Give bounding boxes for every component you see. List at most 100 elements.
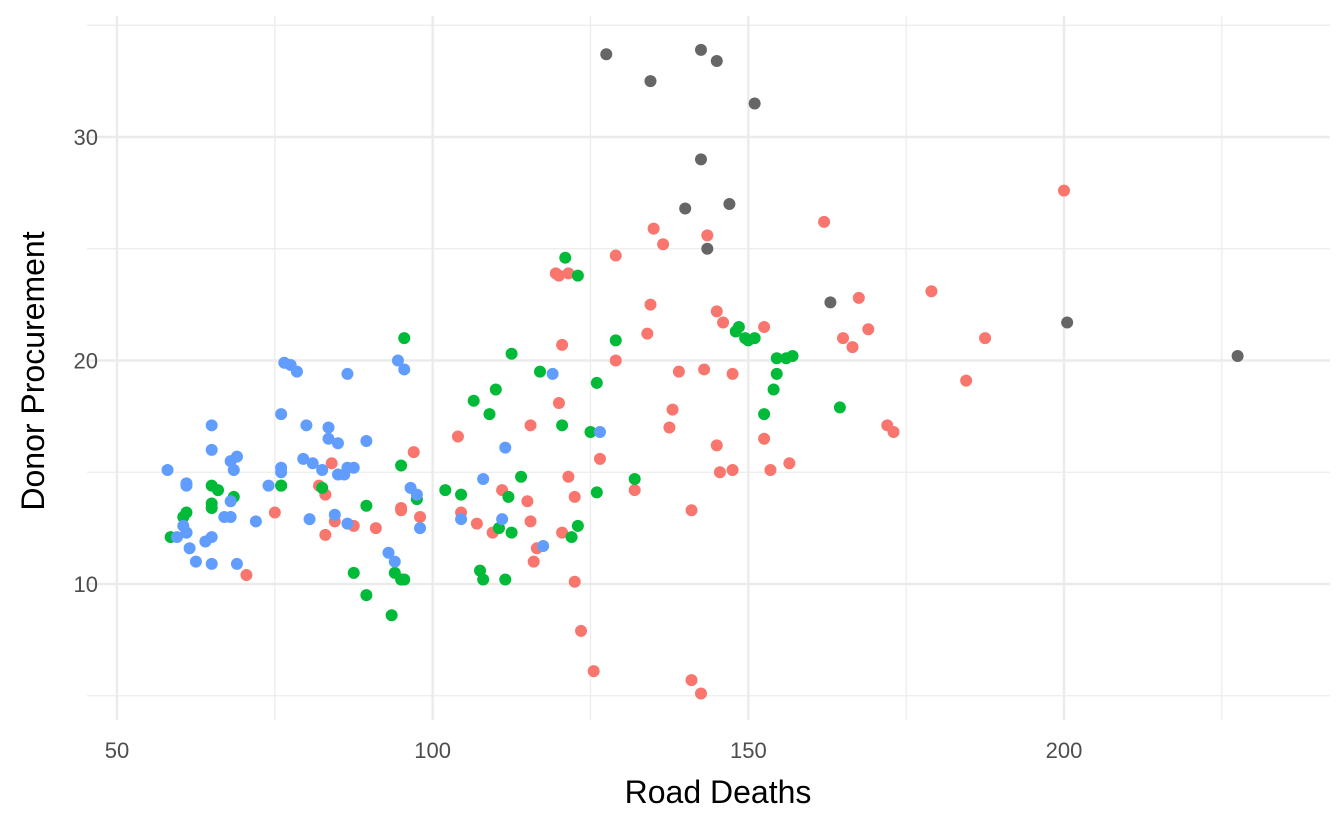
data-point xyxy=(391,354,404,367)
data-point xyxy=(887,426,900,439)
data-point xyxy=(546,367,559,380)
data-point xyxy=(701,229,714,242)
x-tick-label: 50 xyxy=(105,738,129,763)
data-point xyxy=(262,479,275,492)
data-point xyxy=(833,401,846,414)
data-point xyxy=(515,470,528,483)
data-point xyxy=(666,403,679,416)
data-point xyxy=(710,439,723,452)
data-point xyxy=(758,408,771,421)
data-point xyxy=(723,198,736,211)
data-point xyxy=(786,350,799,363)
data-point xyxy=(395,459,408,472)
data-point xyxy=(180,526,193,539)
data-point xyxy=(565,531,578,544)
data-point xyxy=(414,510,427,523)
data-point xyxy=(783,457,796,470)
data-point xyxy=(726,367,739,380)
x-axis-title: Road Deaths xyxy=(625,774,812,810)
data-point xyxy=(641,327,654,340)
data-point xyxy=(347,566,360,579)
data-point xyxy=(758,432,771,445)
data-point xyxy=(398,573,411,586)
data-point xyxy=(240,569,253,582)
data-point xyxy=(593,426,606,439)
data-point xyxy=(764,464,777,477)
data-point xyxy=(322,432,335,445)
data-point xyxy=(748,332,761,345)
data-point xyxy=(455,488,468,501)
data-point xyxy=(846,341,859,354)
data-point xyxy=(328,508,341,521)
data-point xyxy=(205,419,218,432)
data-point xyxy=(224,495,237,508)
x-tick-label: 200 xyxy=(1046,738,1083,763)
data-point xyxy=(575,624,588,637)
data-point xyxy=(568,490,581,503)
data-point xyxy=(767,383,780,396)
data-point xyxy=(979,332,992,345)
data-point xyxy=(556,526,569,539)
data-point xyxy=(410,488,423,501)
data-point xyxy=(499,441,512,454)
y-tick-label: 10 xyxy=(74,572,98,597)
data-point xyxy=(297,452,310,465)
data-point xyxy=(398,363,411,376)
data-point xyxy=(369,522,382,535)
y-axis-title: Donor Procurement xyxy=(15,231,51,510)
data-point xyxy=(268,506,281,519)
data-point xyxy=(341,517,354,530)
data-point xyxy=(230,557,243,570)
data-point xyxy=(657,238,670,251)
data-point xyxy=(628,484,641,497)
x-tick-label: 100 xyxy=(414,738,451,763)
data-point xyxy=(319,528,332,541)
y-axis-tick-labels: 10 20 30 xyxy=(74,125,98,597)
data-point xyxy=(672,365,685,378)
data-point xyxy=(732,320,745,333)
data-point xyxy=(710,305,723,318)
data-point xyxy=(180,479,193,492)
data-point xyxy=(758,320,771,333)
data-point xyxy=(395,504,408,517)
data-point xyxy=(1058,184,1070,197)
data-point xyxy=(300,419,313,432)
data-point xyxy=(524,515,537,528)
data-point xyxy=(385,609,398,622)
data-point xyxy=(470,517,483,530)
data-point xyxy=(837,332,850,345)
data-point xyxy=(533,365,546,378)
data-point xyxy=(347,461,360,474)
data-point xyxy=(694,43,707,56)
data-point xyxy=(455,513,468,526)
data-point xyxy=(205,557,218,570)
data-point xyxy=(382,546,395,559)
data-point xyxy=(685,504,698,517)
data-point xyxy=(451,430,464,443)
data-point xyxy=(726,464,739,477)
data-point xyxy=(524,419,537,432)
y-tick-label: 20 xyxy=(74,349,98,374)
data-point xyxy=(439,484,452,497)
data-point xyxy=(713,466,726,479)
data-point xyxy=(710,55,723,68)
data-point xyxy=(161,464,174,477)
data-point xyxy=(698,363,711,376)
data-point xyxy=(505,526,518,539)
data-point xyxy=(852,291,865,304)
data-point xyxy=(496,513,509,526)
data-point xyxy=(521,495,534,508)
data-point xyxy=(227,464,240,477)
data-point xyxy=(824,296,837,309)
data-point xyxy=(316,481,329,494)
data-point xyxy=(499,573,512,586)
data-point xyxy=(590,486,603,499)
data-point xyxy=(527,555,540,568)
data-point xyxy=(189,555,202,568)
data-point xyxy=(584,426,597,439)
data-point xyxy=(303,513,316,526)
data-point xyxy=(609,354,622,367)
data-point xyxy=(388,555,401,568)
